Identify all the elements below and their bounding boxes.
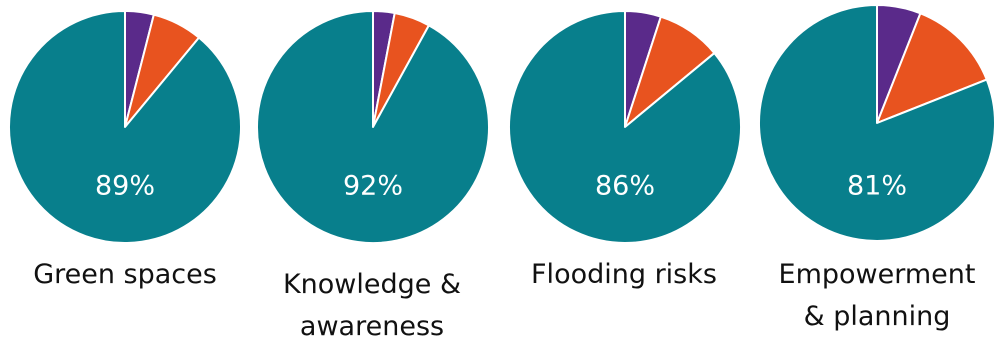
pie-flooding-risks: 86% <box>508 10 742 244</box>
pie-slice-3 <box>256 10 490 244</box>
percent-label: 92% <box>343 171 403 202</box>
category-label-flooding-risks: Flooding risks <box>531 259 717 290</box>
percent-label: 81% <box>847 171 907 202</box>
category-label-green-spaces: Green spaces <box>33 259 217 290</box>
percent-label: 86% <box>595 171 655 202</box>
pie-slice-3 <box>8 10 242 244</box>
pie-empowerment-planning: 81% <box>758 4 996 242</box>
pie-charts: 89% 92% 86% 81% <box>8 4 996 244</box>
category-label-empowerment-planning: Empowerment & planning <box>778 259 976 332</box>
pie-green-spaces: 89% <box>8 10 242 244</box>
pie-slice-3 <box>508 10 742 244</box>
pie-knowledge-awareness: 92% <box>256 10 490 244</box>
pie-slice-3 <box>758 4 996 242</box>
category-label-knowledge-awareness: Knowledge & awareness <box>282 269 462 342</box>
percent-label: 89% <box>95 171 155 202</box>
pie-slice-2 <box>876 12 988 124</box>
